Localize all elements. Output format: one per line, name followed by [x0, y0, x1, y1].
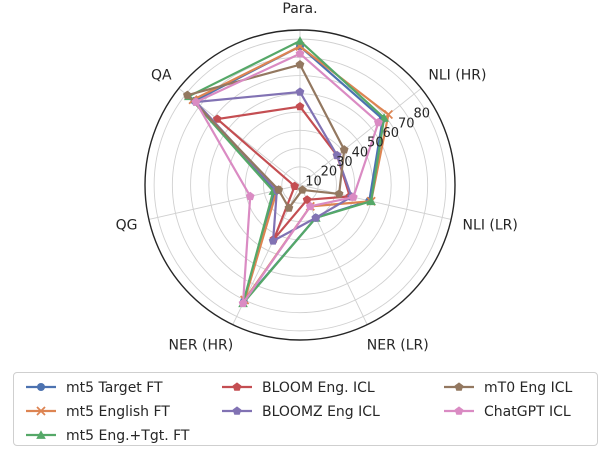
legend-swatch-marker	[37, 383, 45, 391]
radial-tick-label: 50	[367, 136, 384, 151]
legend-entry-6: mT0 Eng ICL	[444, 380, 573, 396]
data-point	[268, 236, 278, 245]
data-point	[212, 114, 222, 123]
legend-entries: mt5 Target FT mt5 English FT mt5 Eng.+Tgt.…	[26, 380, 573, 444]
series-line	[194, 52, 380, 305]
radar-labels: Para. NLI (HR) NLI (LR) NER (LR) NER (HR) QG Q…	[116, 1, 518, 353]
data-point	[295, 60, 305, 69]
series-6	[183, 60, 349, 212]
legend-label: mT0 Eng ICL	[484, 380, 573, 396]
legend-swatch-marker	[454, 382, 464, 391]
data-point	[295, 49, 305, 58]
radar-grid	[144, 29, 456, 341]
legend-label: mt5 English FT	[66, 404, 170, 420]
data-point	[311, 213, 321, 222]
legend-swatch-marker	[232, 382, 242, 391]
data-point	[305, 201, 315, 211]
data-point	[290, 181, 300, 190]
axis-label: NER (HR)	[169, 337, 234, 353]
radar-outer-frame	[144, 29, 456, 341]
data-point	[245, 191, 255, 201]
grid-spoke-2	[299, 88, 422, 186]
data-point	[302, 195, 312, 204]
legend-entry-2: mt5 English FT	[26, 404, 170, 420]
data-point	[295, 87, 305, 96]
data-point	[374, 117, 383, 127]
legend-swatch-marker	[36, 430, 46, 439]
data-point	[348, 192, 358, 201]
radial-tick-label: 30	[336, 155, 353, 170]
legend-swatch-marker	[454, 406, 464, 415]
axis-label: Para.	[282, 1, 317, 17]
data-point	[183, 90, 192, 99]
data-point	[339, 145, 349, 154]
axis-label: NER (LR)	[367, 337, 429, 353]
legend-label: BLOOMZ Eng ICL	[262, 404, 380, 420]
legend-entry-7: ChatGPT ICL	[444, 404, 571, 420]
data-point	[274, 185, 284, 194]
axis-label: QG	[116, 217, 138, 233]
data-point	[334, 189, 344, 198]
data-point	[191, 97, 201, 106]
data-point	[379, 113, 389, 122]
legend-entry-5: BLOOMZ Eng ICL	[222, 404, 380, 420]
radial-tick-label: 20	[321, 165, 338, 180]
radial-tick-label: 40	[352, 145, 369, 160]
legend-entry-1: mt5 Target FT	[26, 380, 163, 396]
series-7	[191, 49, 383, 308]
axis-label: QA	[151, 68, 172, 84]
data-point	[332, 150, 342, 160]
radial-tick-label: 80	[413, 107, 430, 122]
data-point	[284, 203, 294, 212]
legend-label: BLOOM Eng. ICL	[262, 380, 375, 396]
legend-label: ChatGPT ICL	[484, 404, 571, 420]
radial-tick-label: 60	[383, 126, 400, 141]
legend-entry-4: BLOOM Eng. ICL	[222, 380, 375, 396]
data-point	[295, 36, 305, 45]
radial-tick-label: 10	[305, 174, 322, 189]
legend-label: mt5 Eng.+Tgt. FT	[66, 428, 190, 444]
data-point	[295, 101, 305, 111]
series-line	[186, 63, 346, 210]
legend-label: mt5 Target FT	[66, 380, 163, 396]
legend-swatch-marker-stroke	[36, 406, 46, 416]
grid-spoke-3	[299, 184, 452, 220]
axis-label: NLI (LR)	[463, 217, 518, 233]
legend-entry-3: mt5 Eng.+Tgt. FT	[26, 428, 190, 444]
data-point	[238, 298, 248, 308]
legend-swatch-marker	[36, 406, 46, 416]
legend-swatch-marker	[232, 406, 242, 415]
data-point	[366, 196, 376, 206]
data-point	[298, 185, 307, 194]
legend: mt5 Target FT mt5 English FT mt5 Eng.+Tgt.…	[13, 372, 598, 446]
radar-series	[183, 36, 394, 308]
radar-chart: Para. NLI (HR) NLI (LR) NER (LR) NER (HR) QG Q…	[116, 1, 518, 353]
series-line	[187, 39, 386, 305]
axis-label: NLI (HR)	[428, 68, 486, 84]
radial-tick-label: 70	[398, 116, 415, 131]
